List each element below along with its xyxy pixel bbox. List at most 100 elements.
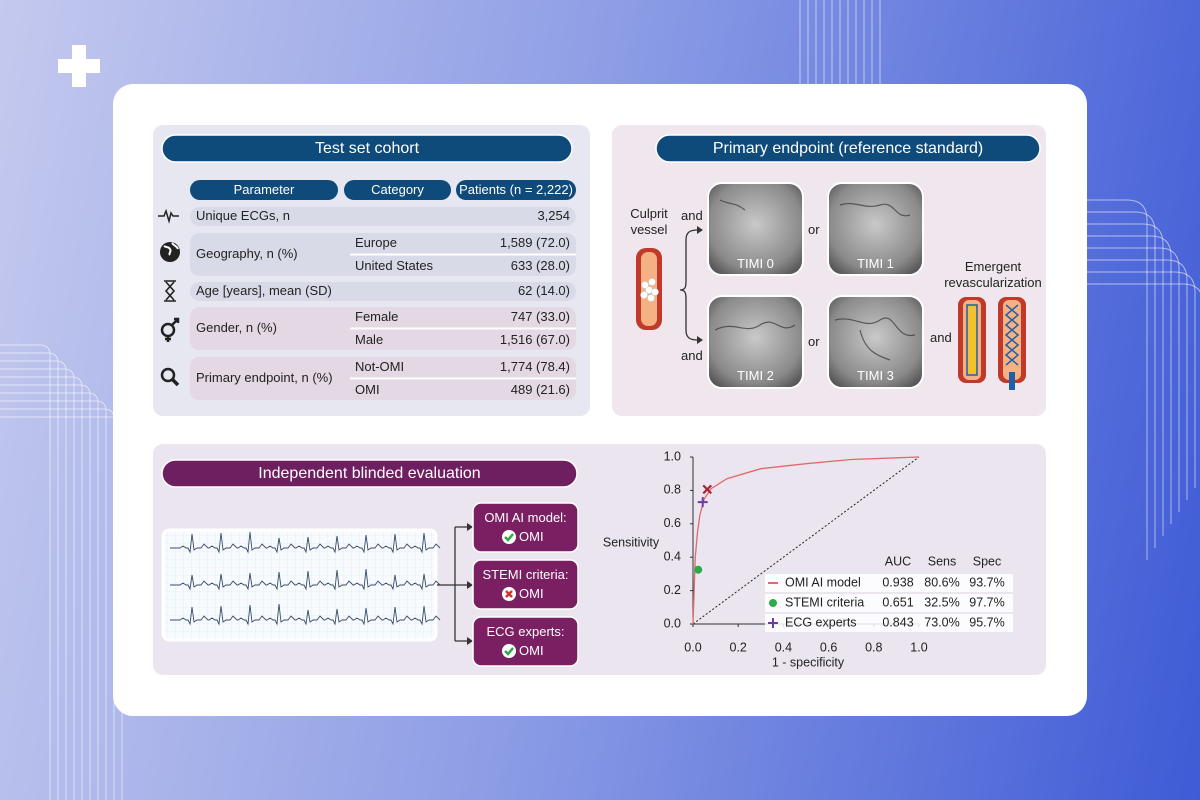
category: OMI: [355, 382, 380, 397]
results: [472, 502, 579, 667]
connector: and: [681, 348, 703, 363]
stat: 97.7%: [969, 595, 1004, 609]
x-tick-label: 0.0: [684, 640, 701, 654]
category: Female: [355, 309, 399, 324]
value: 1,516 (67.0): [499, 332, 570, 347]
value: 3,254: [537, 208, 570, 223]
stats-header: AUC: [885, 554, 911, 568]
value: 633 (28.0): [510, 258, 570, 273]
stat: 32.5%: [924, 595, 959, 609]
roc-curve: [692, 456, 920, 625]
stat: 93.7%: [969, 575, 1004, 589]
header-pills: [190, 180, 576, 200]
result-box: [472, 559, 579, 610]
title: Primary endpoint (reference standard): [712, 140, 984, 157]
deco-line: [0, 416, 123, 800]
parameter: Gender, n (%): [196, 320, 277, 335]
deco-line: [0, 400, 107, 800]
point: [694, 565, 703, 574]
y-tick-label: 0.2: [664, 583, 681, 597]
x-tick-label: 0.8: [865, 640, 882, 654]
value: 1,589 (72.0): [499, 235, 570, 250]
result-box: [472, 616, 579, 667]
deco-line: [0, 352, 59, 800]
legend-label: STEMI criteria: [785, 595, 864, 609]
cross-icon: [502, 587, 516, 601]
legend-marker: [768, 618, 778, 628]
title-pill: [655, 134, 1041, 163]
method: OMI AI model:: [484, 510, 567, 525]
x-axis-label: 1 - specificity: [772, 655, 845, 669]
connector: or: [808, 222, 820, 237]
culprit-vessel: [636, 226, 703, 344]
connector: and: [930, 330, 952, 345]
connector: and: [681, 208, 703, 223]
value: 489 (21.6): [510, 382, 570, 397]
stat: 80.6%: [924, 575, 959, 589]
image-label: TIMI 3: [857, 368, 894, 383]
arrowheads: [467, 523, 473, 645]
ecg-trace: [170, 603, 441, 626]
legend-bg: [765, 614, 1013, 632]
stats-header: Spec: [973, 554, 1002, 568]
x-tick-label: 1.0: [910, 640, 927, 654]
legend-marker: [769, 599, 777, 607]
x-tick-label: 0.6: [820, 640, 837, 654]
check-icon: [502, 530, 516, 544]
category: Male: [355, 332, 384, 347]
title-pill: [161, 134, 573, 163]
point: [697, 497, 708, 508]
deco-line: [0, 408, 115, 800]
method: STEMI criteria:: [482, 567, 569, 582]
y-tick-label: 0.6: [664, 516, 681, 530]
chance-line: [692, 456, 920, 625]
culprit-label: Culprit vessel: [630, 206, 668, 237]
deco-line: [1087, 259, 1188, 500]
image-label: TIMI 2: [737, 368, 774, 383]
y-tick-label: 0.8: [664, 483, 681, 497]
method: ECG experts:: [486, 624, 565, 639]
category: United States: [355, 258, 434, 273]
angiograms: [707, 182, 924, 389]
deco-line: [1087, 223, 1164, 536]
deco-line: [0, 392, 99, 800]
stents: [958, 297, 1026, 390]
value: 62 (14.0): [517, 283, 570, 298]
x-tick-label: 0.4: [775, 640, 792, 654]
check-icon: [502, 644, 516, 658]
parameter: Geography, n (%): [196, 246, 298, 261]
verdict: OMI: [519, 586, 544, 601]
stat: 95.7%: [969, 615, 1004, 629]
deco-line: [1087, 199, 1148, 560]
deco-line: [1087, 211, 1156, 548]
category: Europe: [355, 235, 397, 250]
deco-line: [1087, 247, 1180, 512]
deco-line: [1087, 235, 1172, 524]
ecg-image: [161, 528, 438, 642]
value: 747 (33.0): [510, 309, 570, 324]
row-icons: [158, 208, 180, 387]
header: Category: [371, 182, 424, 197]
roc-chart: 0.0 0.2 0.4 0.6 0.8 1.0 0.0 0.2 0.4 0.6 0.8 1.0 1 - …: [603, 449, 1013, 669]
connector: or: [808, 334, 820, 349]
deco-line: [0, 360, 67, 800]
parameter: Unique ECGs, n: [196, 208, 290, 223]
deco-line: [1087, 271, 1196, 488]
result-box: [472, 502, 579, 553]
header: Parameter: [233, 182, 295, 197]
stat: 73.0%: [924, 615, 959, 629]
image-label: TIMI 1: [857, 256, 894, 271]
deco-line: [0, 344, 51, 800]
deco-line: [0, 376, 83, 800]
check: [504, 533, 514, 542]
revascularization-label: Emergent revascularization: [944, 259, 1042, 290]
stat: 0.938: [882, 575, 913, 589]
parameter: Age [years], mean (SD): [196, 283, 332, 298]
image-label: TIMI 0: [737, 256, 774, 271]
y-axis-label: Sensitivity: [603, 535, 660, 549]
verdict: OMI: [519, 529, 544, 544]
legend-label: ECG experts: [785, 615, 857, 629]
deco-line: [0, 384, 91, 800]
title-pill: [161, 459, 578, 488]
